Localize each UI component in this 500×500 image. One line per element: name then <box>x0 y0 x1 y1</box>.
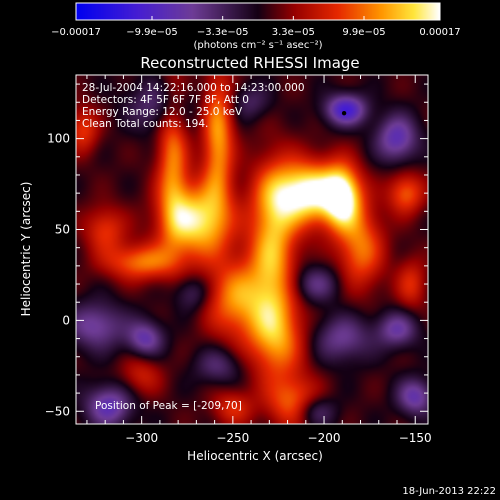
annotation-energy-range: Energy Range: 12.0 - 25.0 keV <box>82 106 243 118</box>
annotation-time-range: 28-Jul-2004 14:22:16.000 to 14:23:00.000 <box>82 82 305 94</box>
y-tick-label: 100 <box>47 132 70 146</box>
y-tick-label: −50 <box>45 404 70 418</box>
x-tick-label: −150 <box>399 431 432 445</box>
x-tick-label: −300 <box>125 431 158 445</box>
colorbar-ticks: −0.00017 −9.9e−05 −3.3e−05 3.3e−05 9.9e−05 0.… <box>51 16 461 38</box>
plot-frame <box>75 74 429 425</box>
colorbar-tick-label: 3.3e−05 <box>272 27 315 38</box>
y-tick-label: 0 <box>62 313 70 327</box>
annotation-detectors: Detectors: 4F 5F 6F 7F 8F, Att 0 <box>82 94 249 106</box>
axis-ticks: −300 −250 −200 −150 −50 0 50 100 <box>45 75 432 445</box>
y-axis-label: Heliocentric Y (arcsec) <box>19 182 33 317</box>
peak-position-label: Position of Peak = [-209,70] <box>95 400 242 412</box>
colorbar-tick-label: 0.00017 <box>419 27 460 38</box>
colorbar-tick-label: 9.9e−05 <box>342 27 385 38</box>
x-tick-label: −250 <box>216 431 249 445</box>
y-tick-label: 50 <box>55 223 70 237</box>
x-tick-label: −200 <box>308 431 341 445</box>
colorbar-tick-label: −9.9e−05 <box>126 27 178 38</box>
colorbar <box>75 2 441 21</box>
x-axis-label: Heliocentric X (arcsec) <box>187 449 323 463</box>
plot-area: 28-Jul-2004 14:22:16.000 to 14:23:00.000… <box>76 75 428 424</box>
colorbar-units-label: (photons cm⁻² s⁻¹ asec⁻²) <box>193 40 322 51</box>
annotation-clean-counts: Clean Total counts: 194. <box>82 118 208 130</box>
peak-markers <box>341 110 347 116</box>
colorbar-tick-label: −0.00017 <box>51 27 101 38</box>
heatmap-image <box>76 75 428 424</box>
footer-timestamp: 18-Jun-2013 22:22 <box>402 486 496 497</box>
colorbar-tick-label: −3.3e−05 <box>197 27 249 38</box>
chart-title: Reconstructed RHESSI Image <box>140 54 359 72</box>
colorbar-gradient <box>76 3 440 20</box>
max-marker <box>341 110 347 116</box>
